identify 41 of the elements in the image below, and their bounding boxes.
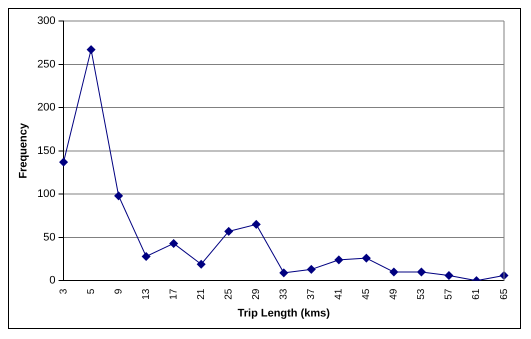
- x-tick-label: 13: [140, 288, 152, 300]
- y-tick-label: 100: [37, 188, 56, 200]
- point: [224, 226, 234, 236]
- point: [169, 238, 178, 248]
- point: [279, 268, 288, 278]
- x-tick-label: 65: [498, 288, 510, 300]
- x-tick-label: 61: [471, 288, 482, 300]
- point: [389, 268, 398, 277]
- x-axis-title: Trip Length (kms): [238, 307, 330, 320]
- point: [196, 260, 206, 269]
- x-tick-label: 9: [113, 288, 124, 294]
- x-tick-label: 41: [334, 288, 345, 300]
- x-tick-label: 33: [278, 288, 290, 300]
- point: [114, 191, 124, 200]
- y-tick-label: 50: [43, 231, 56, 244]
- x-tick-label: 17: [168, 288, 180, 300]
- x-tick-label: 25: [223, 288, 234, 300]
- point: [142, 252, 151, 261]
- point: [362, 254, 371, 263]
- point: [334, 255, 344, 264]
- y-tick-label: 0: [49, 274, 56, 287]
- x-tick-label: 49: [388, 288, 400, 300]
- point: [306, 264, 316, 274]
- point: [416, 268, 426, 277]
- x-tick-label: 53: [416, 288, 428, 300]
- point: [252, 220, 261, 229]
- x-tick-label: 57: [444, 288, 455, 300]
- y-axis-title: Frequency: [18, 122, 30, 179]
- y-tick-label: 150: [37, 144, 56, 157]
- x-tick-label: 21: [196, 288, 207, 300]
- x-tick-label: 3: [58, 288, 70, 294]
- y-tick-label: 300: [37, 15, 56, 28]
- y-tick-label: 200: [37, 102, 56, 114]
- point: [444, 270, 454, 280]
- y-tick-label: 250: [37, 58, 56, 70]
- x-tick-label: 37: [306, 288, 318, 300]
- point: [59, 158, 68, 167]
- x-tick-label: 5: [86, 288, 97, 294]
- point: [86, 45, 96, 54]
- x-tick-label: 45: [361, 288, 372, 300]
- x-tick-label: 29: [251, 288, 262, 300]
